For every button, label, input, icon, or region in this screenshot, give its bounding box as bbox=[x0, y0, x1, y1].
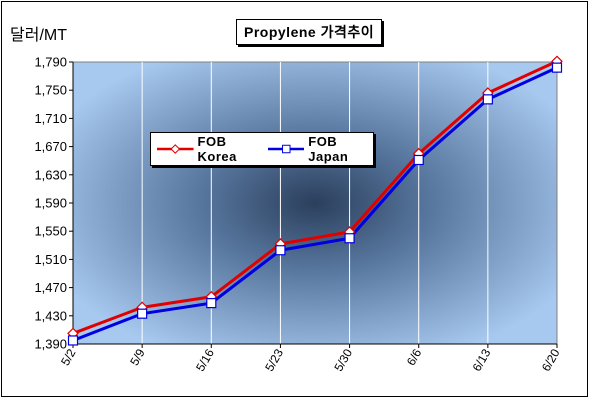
x-tick-label: 6/6 bbox=[404, 346, 425, 368]
x-tick-label: 6/13 bbox=[470, 346, 494, 374]
data-point-japan bbox=[206, 298, 217, 309]
legend-item-fob-japan: FOB Japan bbox=[267, 134, 369, 164]
chart-title: Propylene 가격추이 bbox=[236, 19, 383, 45]
data-point-japan bbox=[275, 245, 286, 256]
axes: 1,390 1,430 1,470 1,510 1,550 1,590 1,630 1,670… bbox=[34, 55, 562, 374]
x-tick-label: 5/16 bbox=[193, 346, 217, 374]
y-tick-label: 1,470 bbox=[34, 280, 67, 295]
series-line-japan bbox=[72, 66, 558, 342]
y-tick-label: 1,630 bbox=[34, 167, 67, 182]
y-tick-label: 1,550 bbox=[34, 224, 67, 239]
data-point-japan bbox=[137, 308, 148, 319]
data-point-japan bbox=[482, 94, 493, 105]
y-tick-label: 1,670 bbox=[34, 139, 67, 154]
grid-lines bbox=[141, 62, 489, 344]
x-tick-label: 5/9 bbox=[127, 346, 148, 368]
data-point-japan bbox=[67, 335, 79, 346]
x-tick-label: 5/23 bbox=[262, 346, 286, 374]
y-tick-label: 1,750 bbox=[34, 83, 67, 98]
y-tick-label: 1,590 bbox=[34, 196, 67, 211]
y-tick-label: 1,510 bbox=[34, 252, 67, 267]
x-tick-label: 5/30 bbox=[331, 346, 355, 374]
legend-swatch-japan bbox=[267, 144, 305, 154]
legend-label-korea: FOB Korea bbox=[197, 134, 237, 164]
series-line-korea bbox=[72, 59, 558, 335]
y-axis-unit-label: 달러/MT bbox=[10, 27, 67, 44]
legend: FOB Korea FOB Japan bbox=[150, 132, 374, 166]
data-point-japan bbox=[413, 154, 424, 166]
series-markers bbox=[67, 55, 563, 346]
y-tick-label: 1,390 bbox=[34, 337, 67, 352]
legend-item-fob-korea: FOB Korea bbox=[157, 134, 258, 164]
series-lines bbox=[72, 59, 558, 342]
legend-swatch-korea bbox=[157, 144, 194, 154]
x-tick-label: 6/20 bbox=[539, 346, 563, 374]
legend-label-japan: FOB Japan bbox=[308, 134, 349, 164]
y-tick-label: 1,430 bbox=[34, 308, 67, 323]
data-point-japan bbox=[344, 233, 355, 244]
y-tick-label: 1,790 bbox=[34, 55, 67, 70]
data-point-japan bbox=[551, 62, 563, 73]
y-tick-label: 1,710 bbox=[34, 111, 67, 126]
